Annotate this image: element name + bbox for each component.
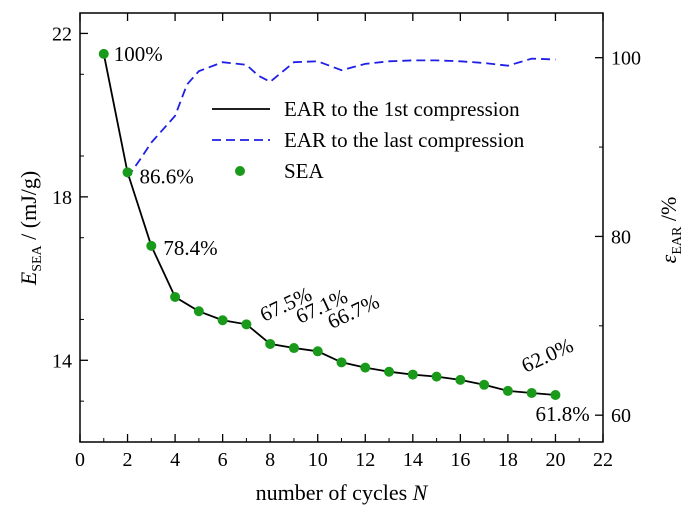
x-tick-label-18: 18: [498, 449, 518, 471]
sea-point-3: [146, 240, 157, 251]
sea-point-1: [98, 48, 109, 59]
sea-point-19: [526, 387, 537, 398]
sea-point-12: [360, 362, 371, 373]
y-right-tick-label-80: 80: [611, 226, 631, 248]
sea-point-4: [170, 291, 181, 302]
x-tick-label-12: 12: [355, 449, 375, 471]
annotation-label: 62.0%: [518, 333, 577, 378]
x-tick-label-20: 20: [545, 449, 565, 471]
sea-point-17: [479, 379, 490, 390]
sea-point-2: [122, 167, 133, 178]
sea-point-8: [265, 338, 276, 349]
x-axis-title: number of cycles N: [256, 480, 429, 505]
y-left-axis-title-text: ESEA / (mJ/g): [16, 171, 45, 286]
y-left-tick-label-18: 18: [52, 187, 72, 209]
legend-marker-sea: [235, 166, 245, 176]
sea-point-5: [193, 306, 204, 317]
x-tick-label-4: 4: [170, 449, 180, 471]
annotation-label: 100%: [114, 42, 163, 66]
x-tick-label-8: 8: [265, 449, 275, 471]
x-tick-label-6: 6: [218, 449, 228, 471]
x-tick-label-10: 10: [308, 449, 328, 471]
sea-point-13: [384, 366, 395, 377]
series-line-last-compression: [126, 57, 556, 179]
x-tick-label-16: 16: [450, 449, 470, 471]
y-right-axis-title-text: εEAR /%: [656, 197, 685, 264]
legend-label: EAR to the last compression: [284, 128, 525, 152]
y-left-tick-label-14: 14: [52, 350, 72, 372]
x-tick-label-2: 2: [123, 449, 133, 471]
sea-point-14: [407, 369, 418, 380]
annotation-label: 78.4%: [163, 236, 217, 260]
y-left-axis-title: ESEA / (mJ/g): [16, 171, 45, 286]
y-right-tick-label-60: 60: [611, 405, 631, 427]
annotation-label: 61.8%: [535, 402, 589, 426]
plot-frame: [79, 12, 604, 443]
y-right-tick-label-100: 100: [611, 48, 641, 70]
legend-label: EAR to the 1st compression: [284, 97, 520, 121]
sea-point-10: [312, 346, 323, 357]
x-tick-label-0: 0: [75, 449, 85, 471]
sea-point-20: [550, 390, 561, 401]
sea-point-9: [288, 343, 299, 354]
sea-point-7: [241, 319, 252, 330]
legend-label: SEA: [284, 159, 325, 183]
sea-point-16: [455, 374, 466, 385]
y-left-tick-label-22: 22: [52, 23, 72, 45]
x-tick-label-22: 22: [593, 449, 613, 471]
annotation-label: 86.6%: [140, 164, 194, 188]
x-tick-label-14: 14: [403, 449, 423, 471]
sea-point-11: [336, 357, 347, 368]
sea-point-6: [217, 315, 228, 326]
y-right-axis-title: εEAR /%: [656, 197, 685, 264]
sea-point-18: [502, 385, 513, 396]
sea-point-15: [431, 371, 442, 382]
